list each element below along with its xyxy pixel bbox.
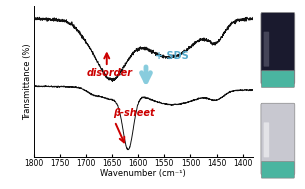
Text: β-sheet: β-sheet (113, 108, 155, 118)
FancyBboxPatch shape (261, 161, 294, 178)
FancyBboxPatch shape (264, 122, 269, 157)
Text: + SDS: + SDS (155, 51, 188, 61)
FancyBboxPatch shape (261, 71, 294, 87)
FancyBboxPatch shape (261, 103, 295, 175)
FancyBboxPatch shape (261, 12, 295, 84)
FancyBboxPatch shape (264, 32, 269, 67)
X-axis label: Wavenumber (cm⁻¹): Wavenumber (cm⁻¹) (100, 169, 186, 178)
Text: disorder: disorder (86, 68, 132, 78)
Y-axis label: Transmittance (%): Transmittance (%) (23, 43, 32, 120)
